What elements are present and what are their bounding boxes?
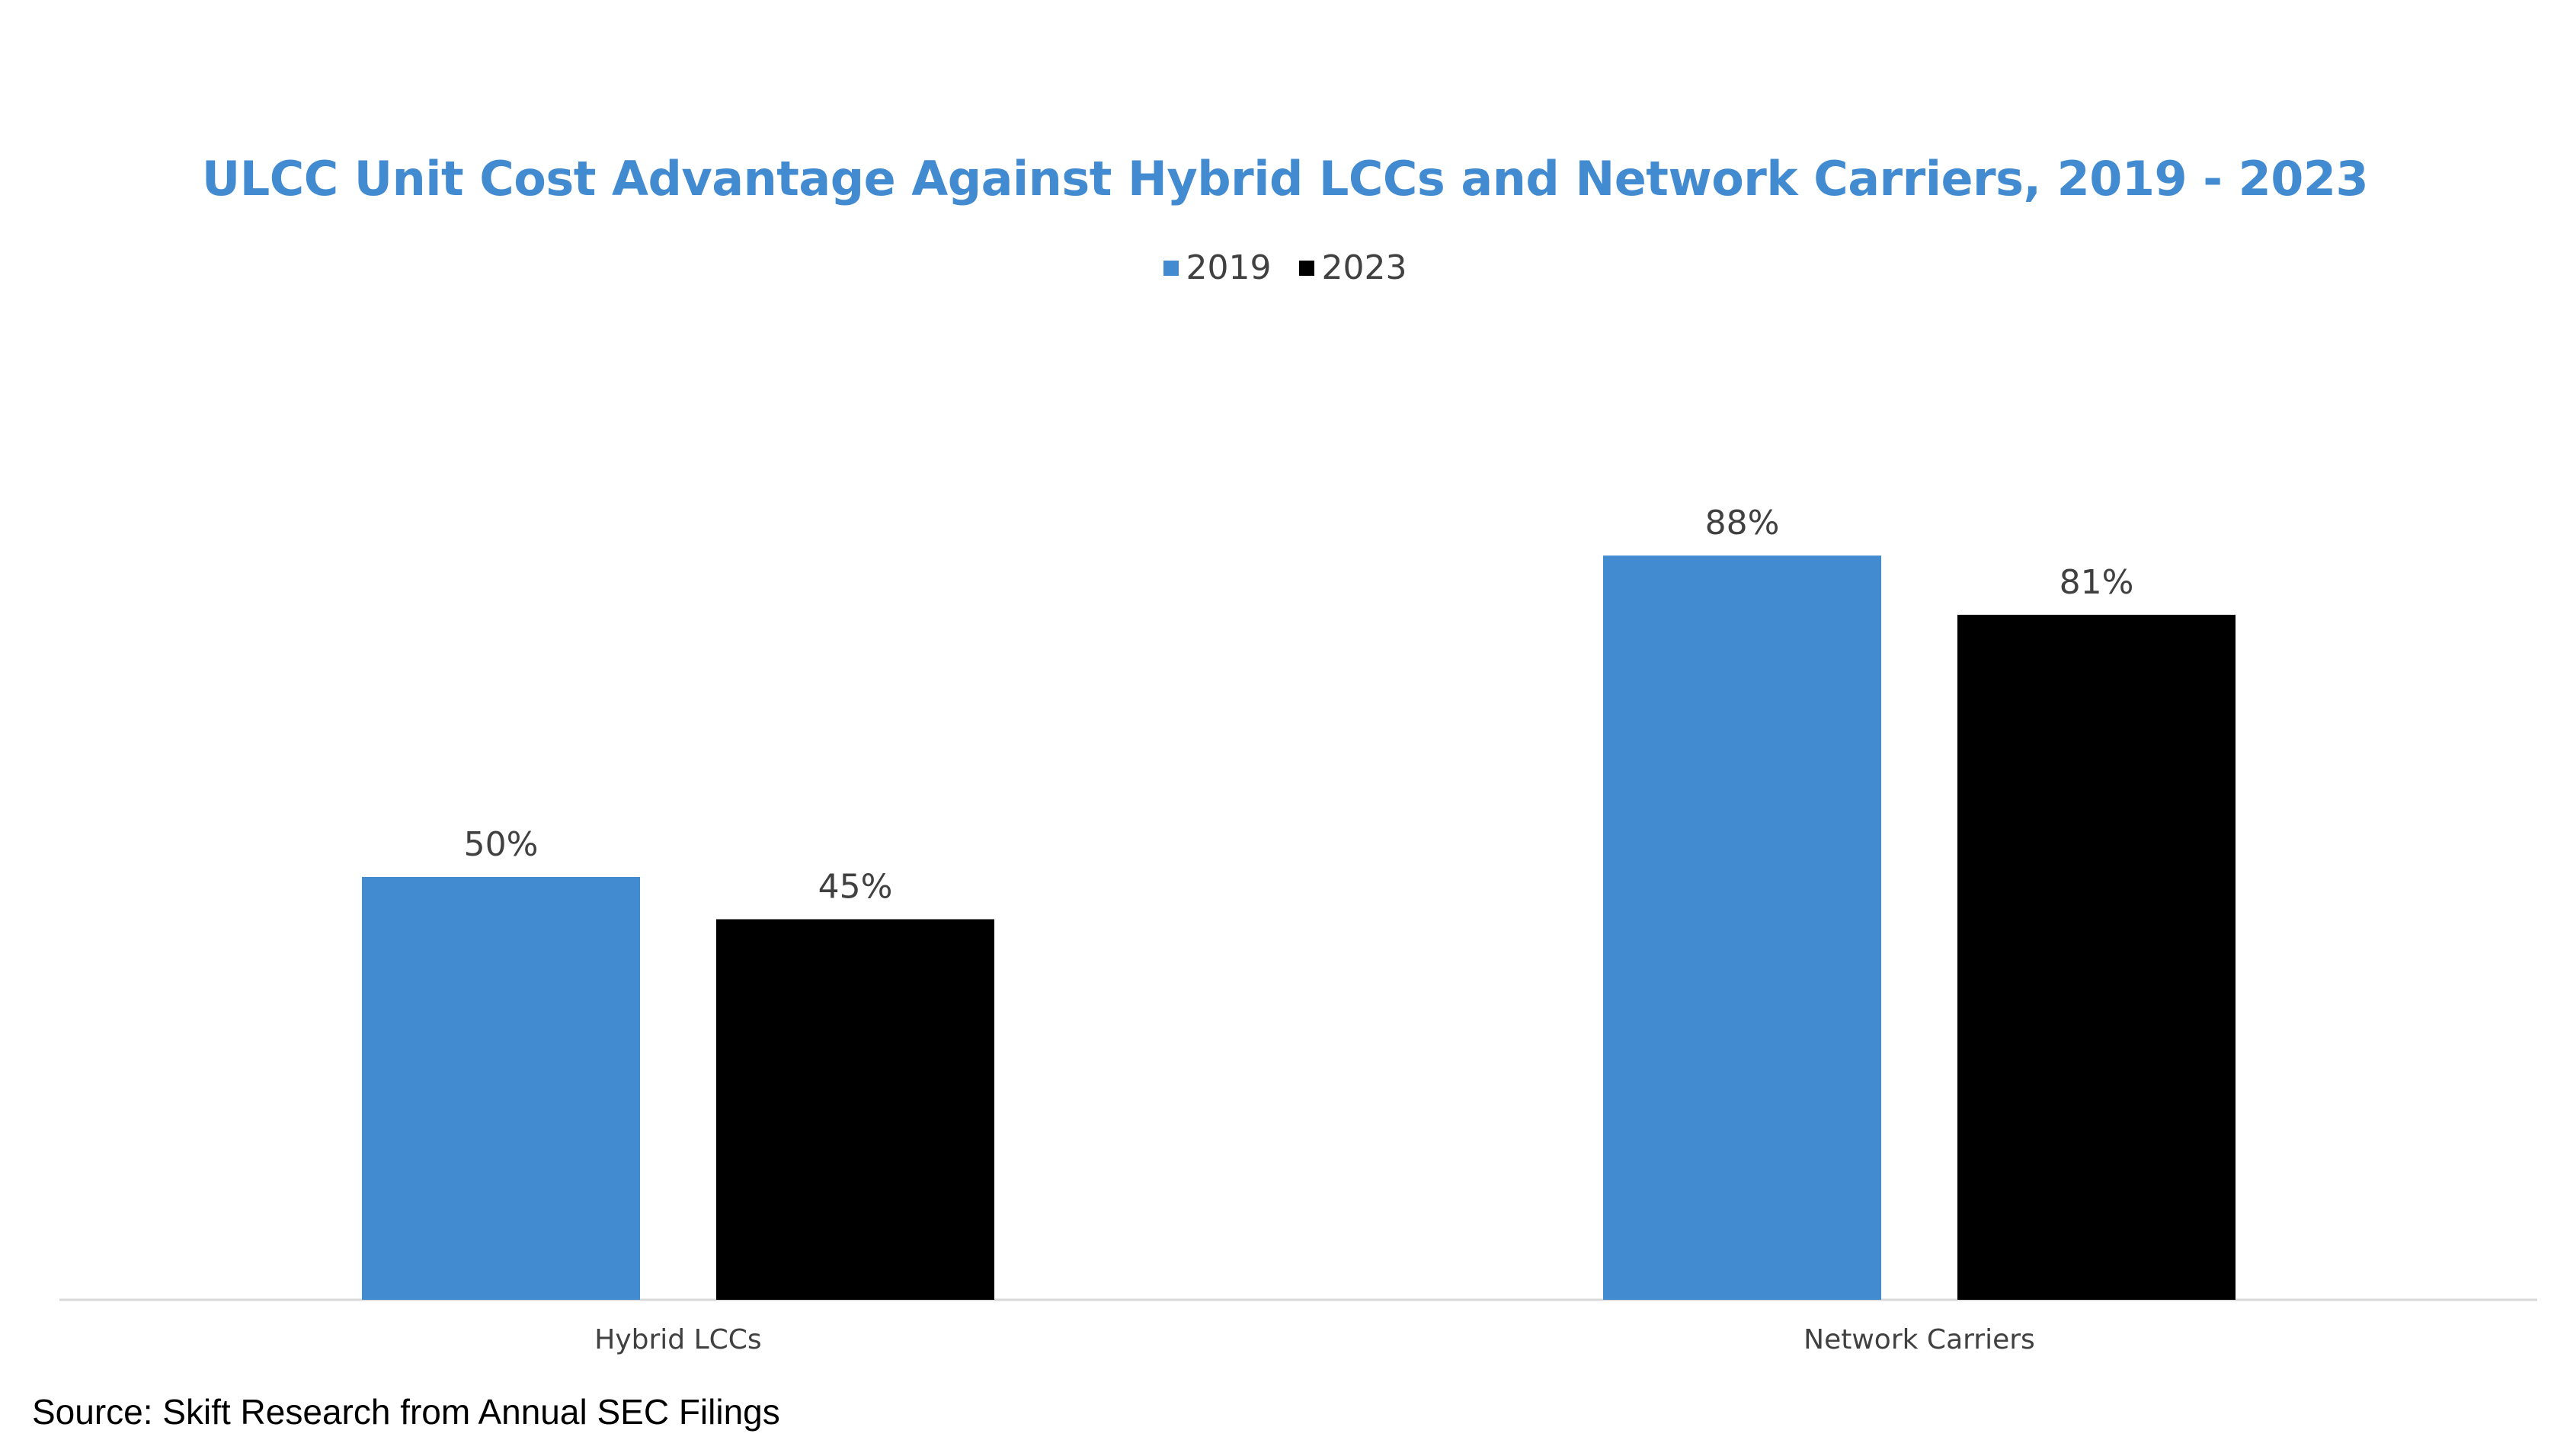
legend-swatch-2019	[1163, 260, 1179, 276]
data-label-2019-hybrid-lccs: 50%	[464, 825, 539, 864]
legend-item-2019: 2019	[1163, 248, 1272, 287]
bar-2019-hybrid-lccs	[362, 877, 640, 1300]
data-label-2019-network-carriers: 88%	[1705, 504, 1780, 542]
data-label-2023-hybrid-lccs: 45%	[818, 868, 893, 907]
data-label-2023-network-carriers: 81%	[2060, 563, 2134, 602]
bar-2019-network-carriers	[1603, 555, 1881, 1300]
category-label-network-carriers: Network Carriers	[1803, 1324, 2035, 1355]
legend-swatch-2023	[1298, 260, 1314, 276]
legend-label-2019: 2019	[1186, 248, 1272, 287]
legend: 2019 2023	[0, 248, 2570, 287]
bar-2023-network-carriers	[1957, 614, 2236, 1300]
bar-2023-hybrid-lccs	[716, 919, 994, 1300]
category-label-hybrid-lccs: Hybrid LCCs	[594, 1324, 761, 1355]
chart-title: ULCC Unit Cost Advantage Against Hybrid …	[201, 151, 2369, 206]
legend-label-2023: 2023	[1321, 248, 1407, 287]
source-note: Source: Skift Research from Annual SEC F…	[32, 1392, 780, 1432]
legend-item-2023: 2023	[1298, 248, 1407, 287]
